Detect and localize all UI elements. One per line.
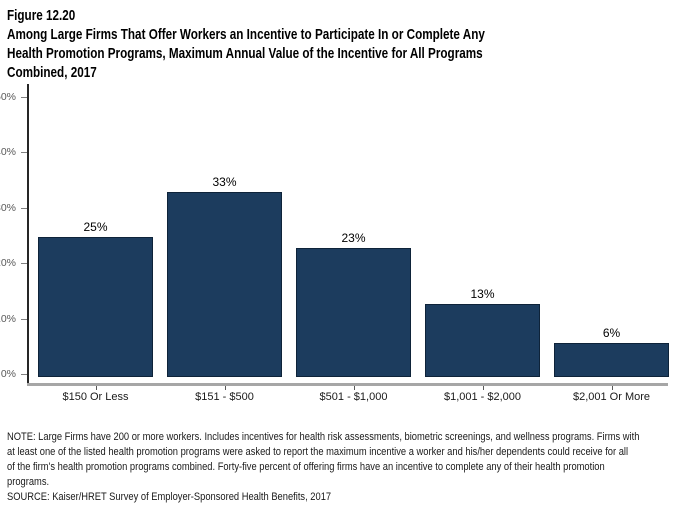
bar-value-label: 23% [341,231,366,246]
x-axis-line [27,383,668,386]
y-axis-tick-mark [21,318,27,320]
bar-value-label: 33% [212,175,237,190]
y-axis-line [27,84,29,383]
x-axis-category-label: $2,001 Or More [572,391,651,403]
figure-label: Figure 12.20 [7,7,76,24]
y-axis-tick-mark [21,207,27,209]
y-axis-tick-label: 30% [0,201,16,214]
y-axis-tick-mark [21,374,27,375]
source-line: SOURCE: Kaiser/HRET Survey of Employer-S… [7,491,332,503]
y-axis-tick-mark [21,152,27,154]
y-axis-tick-label: 50% [0,91,16,103]
bar-1 [38,237,153,377]
y-axis-tick-mark [21,263,27,265]
x-axis-category-label: $1,001 - $2,000 [443,391,522,403]
y-axis-tick-label: 40% [0,146,16,159]
x-axis-tick-mark [353,386,355,390]
x-axis-tick-mark [224,386,226,390]
chart-title-line-3: Combined, 2017 [7,64,97,81]
bar-value-label: 25% [83,220,108,234]
y-axis-tick-label: 20% [0,257,16,270]
footnote-block: NOTE: Large Firms have 200 or more worke… [7,430,673,505]
bar-value-label: 13% [470,287,495,302]
chart-title-line-1: Among Large Firms That Offer Workers an … [7,26,485,43]
bar-5 [554,343,669,377]
x-axis-category-label: $501 - $1,000 [319,391,388,403]
y-axis-tick-label: 10% [0,312,16,325]
bar-4 [425,304,540,377]
bar-3 [296,248,411,377]
bar-value-label: 6% [602,326,621,341]
x-axis-tick-mark [482,386,484,390]
x-axis-category-label: $151 - $500 [195,391,254,403]
y-axis-tick-mark [21,97,27,98]
note-line: NOTE: Large Firms have 200 or more worke… [7,431,640,443]
x-axis-tick-mark [611,386,613,390]
note-line: at least one of the listed health promot… [7,446,629,458]
chart-title-block: Figure 12.20 Among Large Firms That Offe… [7,6,620,82]
bar-2 [167,192,282,377]
x-axis-category-label: $150 Or Less [62,391,129,403]
y-axis-tick-label: 0% [0,368,16,380]
note-line: of the firm's health promotion programs … [7,461,605,473]
x-axis-tick-mark [95,386,97,390]
note-line: programs. [7,476,50,488]
chart-title-line-2: Health Promotion Programs, Maximum Annua… [7,45,483,62]
